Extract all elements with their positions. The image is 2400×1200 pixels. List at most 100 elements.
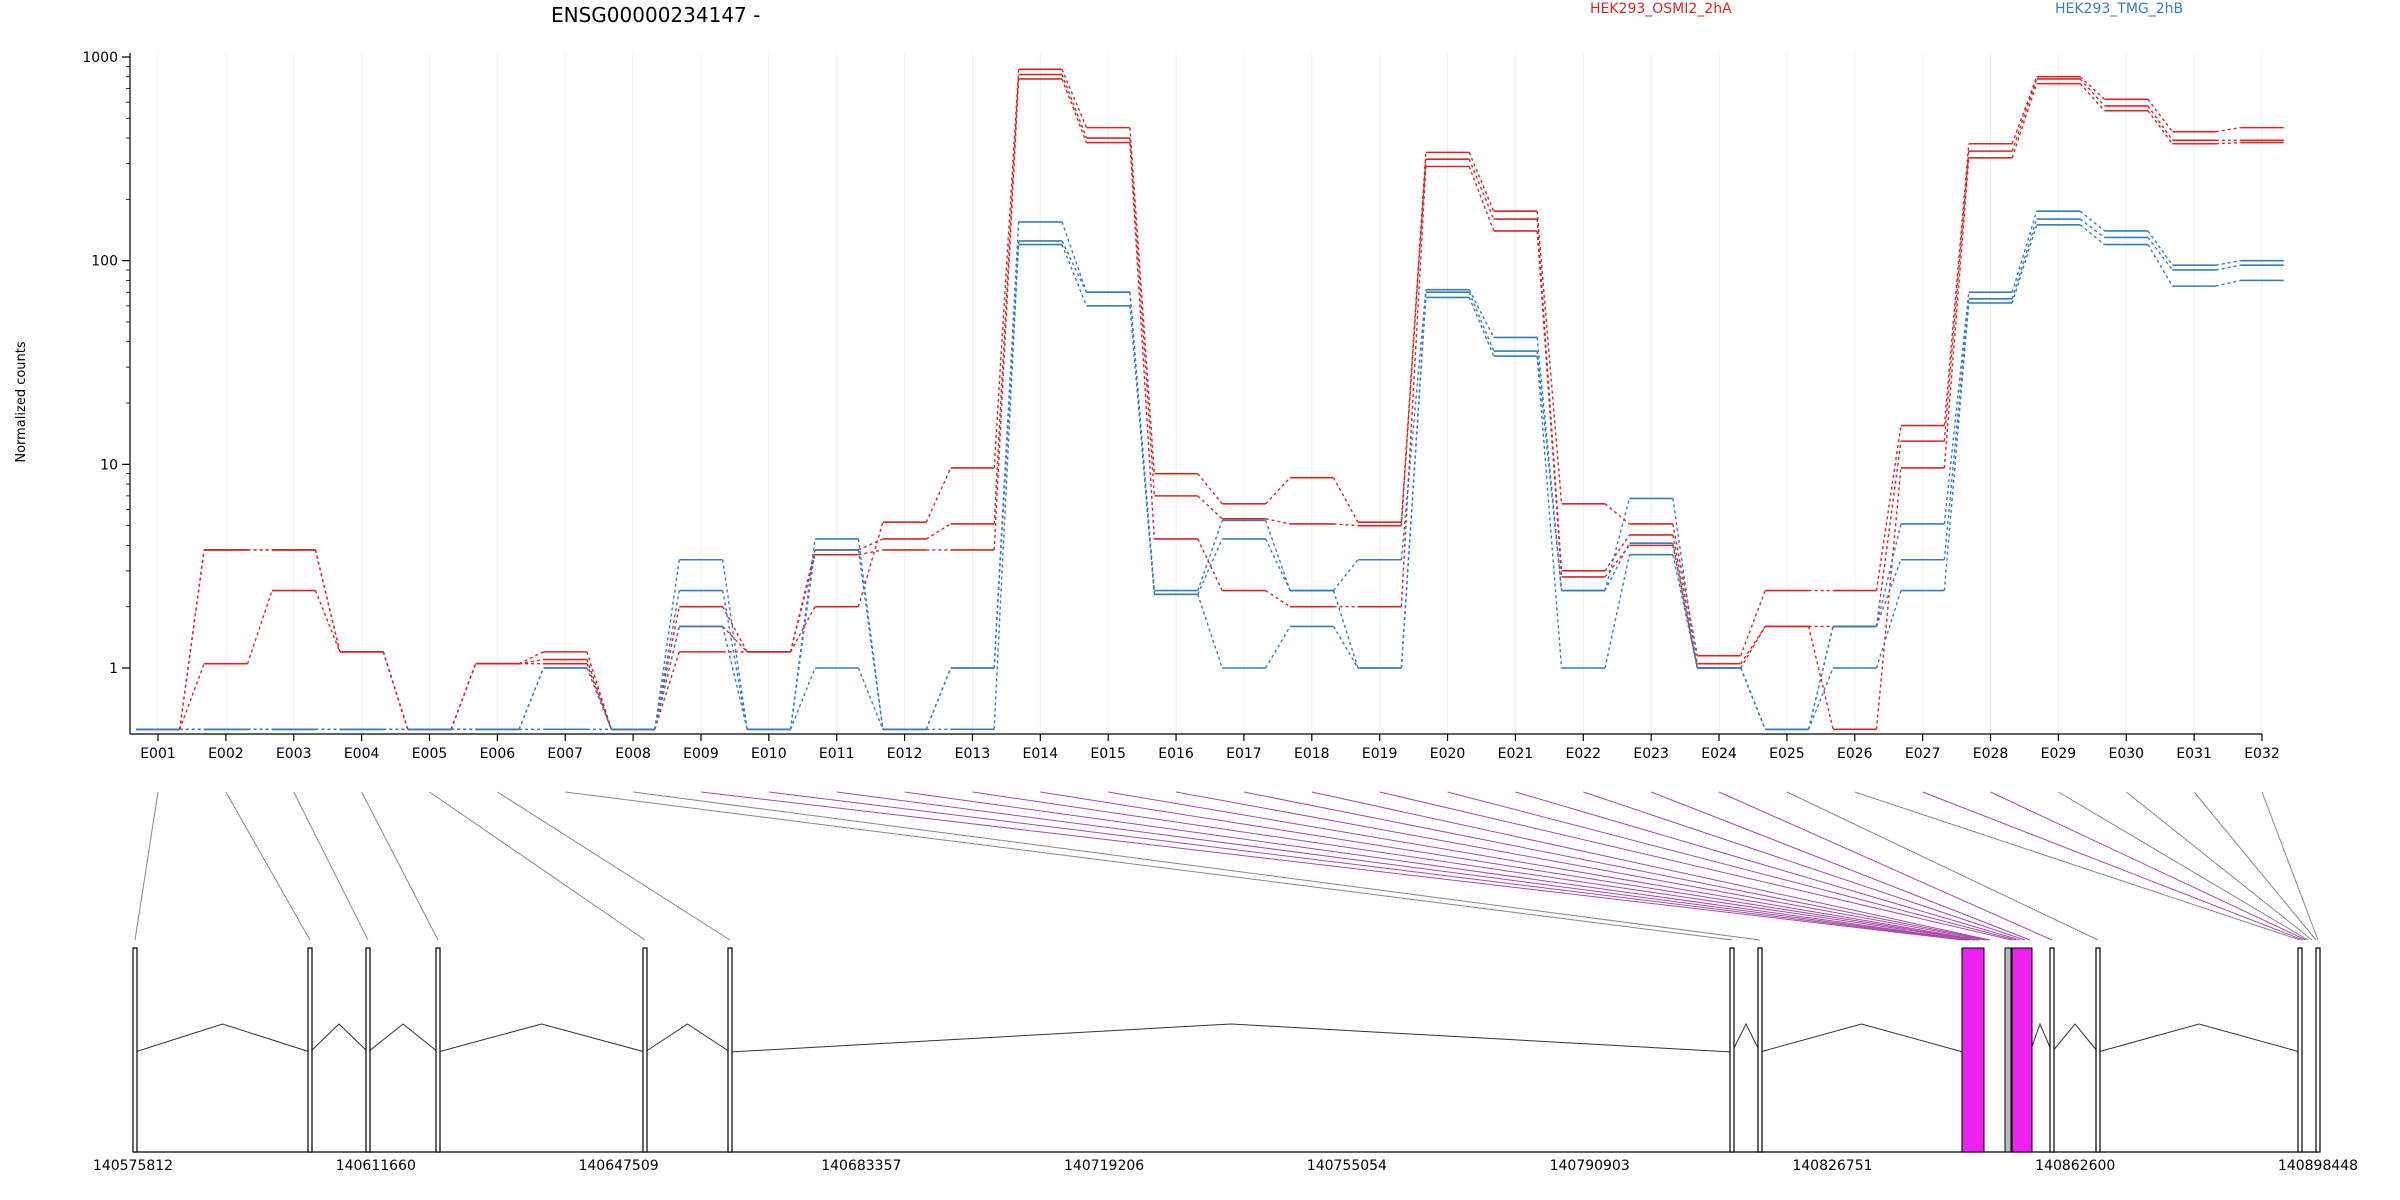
data-connector bbox=[1740, 667, 1766, 730]
data-connector bbox=[2147, 237, 2173, 271]
data-connector bbox=[1468, 158, 1495, 220]
exon-box bbox=[132, 947, 138, 1153]
legend-entry-osmi2: HEK293_OSMI2_2hA bbox=[1590, 1, 1732, 17]
data-connector bbox=[1265, 589, 1291, 608]
y-tick-label: 1000 bbox=[82, 50, 118, 66]
data-connector bbox=[2147, 98, 2173, 133]
data-connector bbox=[314, 590, 341, 653]
exon-box bbox=[642, 947, 648, 1153]
data-connector bbox=[654, 651, 680, 730]
intron-chevron bbox=[1731, 1022, 1761, 1053]
exon-link-lines bbox=[134, 791, 2319, 941]
exon-link-line bbox=[134, 791, 159, 941]
series-tmg-4 bbox=[136, 218, 2284, 731]
data-connector bbox=[1468, 291, 1495, 352]
data-connector bbox=[1197, 520, 1223, 591]
exon-link-line bbox=[429, 791, 646, 941]
exon-box bbox=[307, 947, 313, 1153]
exon-box bbox=[2049, 947, 2055, 1153]
data-connector bbox=[1264, 520, 1291, 591]
exon-link-line bbox=[2125, 791, 2313, 941]
data-connector bbox=[1265, 477, 1291, 505]
data-connector bbox=[314, 549, 341, 653]
exon-box-highlighted bbox=[1961, 947, 1985, 1153]
data-connector bbox=[1265, 626, 1291, 669]
exon-link-line bbox=[633, 791, 1761, 941]
data-connector bbox=[1265, 518, 1291, 525]
x-tick-label: E029 bbox=[2041, 746, 2077, 762]
x-tick-label: E032 bbox=[2244, 746, 2280, 762]
data-connector bbox=[1604, 503, 1630, 525]
data-connector bbox=[654, 590, 680, 730]
genomic-coordinate-label: 140826751 bbox=[1792, 1158, 1872, 1174]
data-connector bbox=[1943, 302, 1970, 591]
data-connector bbox=[518, 658, 544, 665]
intron-chevron bbox=[367, 1023, 439, 1053]
exon-link-line bbox=[361, 791, 439, 941]
data-connector bbox=[1943, 298, 1970, 560]
exon-link-line bbox=[700, 791, 1964, 941]
x-tick-label: E021 bbox=[1498, 746, 1534, 762]
exon-link-line bbox=[1108, 791, 1981, 941]
data-connector bbox=[2079, 78, 2106, 107]
data-connector bbox=[1740, 626, 1766, 665]
intron-chevron bbox=[437, 1023, 646, 1053]
data-connector bbox=[246, 590, 273, 664]
x-tick-label: E003 bbox=[276, 746, 312, 762]
data-connector bbox=[518, 667, 545, 730]
data-connector bbox=[1333, 523, 1359, 527]
data-connector bbox=[1604, 554, 1631, 669]
x-tick-label: E013 bbox=[955, 746, 991, 762]
data-connector bbox=[789, 554, 816, 653]
data-connector bbox=[2079, 210, 2105, 232]
data-connector bbox=[1536, 230, 1563, 577]
exon-link-line bbox=[1447, 791, 2017, 941]
data-connector bbox=[1875, 467, 1902, 730]
exon-box bbox=[1757, 947, 1763, 1153]
data-connector bbox=[789, 606, 816, 653]
x-tick-label: E010 bbox=[751, 746, 787, 762]
data-connector bbox=[1740, 626, 1766, 669]
data-connector bbox=[1536, 211, 1563, 504]
data-connector bbox=[2011, 218, 2038, 299]
data-connector bbox=[1061, 240, 1088, 293]
data-connector bbox=[1468, 166, 1495, 232]
exon-box-highlighted bbox=[2011, 947, 2033, 1153]
series-lines bbox=[136, 68, 2284, 731]
x-tick-label: E002 bbox=[208, 746, 244, 762]
data-connector bbox=[1197, 594, 1223, 669]
x-tick-label: E022 bbox=[1566, 746, 1602, 762]
x-tick-label: E028 bbox=[1973, 746, 2009, 762]
data-connector bbox=[2011, 78, 2038, 152]
data-connector bbox=[2147, 105, 2173, 141]
data-connector bbox=[382, 651, 409, 730]
data-connector bbox=[993, 69, 1020, 468]
data-connector bbox=[2079, 83, 2106, 112]
data-connector bbox=[2215, 264, 2241, 271]
series-tmg-5 bbox=[136, 224, 2284, 731]
genomic-coordinate-label: 140683357 bbox=[821, 1158, 901, 1174]
data-connector bbox=[1129, 305, 1156, 595]
x-tick-label: E001 bbox=[140, 746, 176, 762]
data-connector bbox=[1604, 544, 1630, 578]
exon-link-line bbox=[1718, 791, 2053, 941]
data-connector bbox=[1672, 498, 1699, 669]
exon-link-line bbox=[1990, 791, 2307, 941]
data-connector bbox=[1332, 477, 1359, 523]
exon-box bbox=[365, 947, 371, 1153]
exon-link-line bbox=[2058, 791, 2309, 941]
intron-chevron bbox=[134, 1023, 311, 1053]
exon-link-line bbox=[1515, 791, 2021, 941]
exon-link-line bbox=[1786, 791, 2099, 941]
data-connector bbox=[654, 626, 680, 730]
exon-link-line bbox=[1650, 791, 2031, 941]
intron-chevron bbox=[1759, 1023, 1964, 1053]
x-tick-label: E011 bbox=[819, 746, 855, 762]
data-connector bbox=[2079, 224, 2105, 246]
data-connector bbox=[1875, 559, 1902, 627]
data-connector bbox=[1400, 297, 1427, 669]
x-tick-label: E012 bbox=[887, 746, 923, 762]
data-connector bbox=[450, 663, 477, 730]
y-tick-label: 100 bbox=[91, 254, 118, 270]
data-connector bbox=[1197, 495, 1223, 520]
